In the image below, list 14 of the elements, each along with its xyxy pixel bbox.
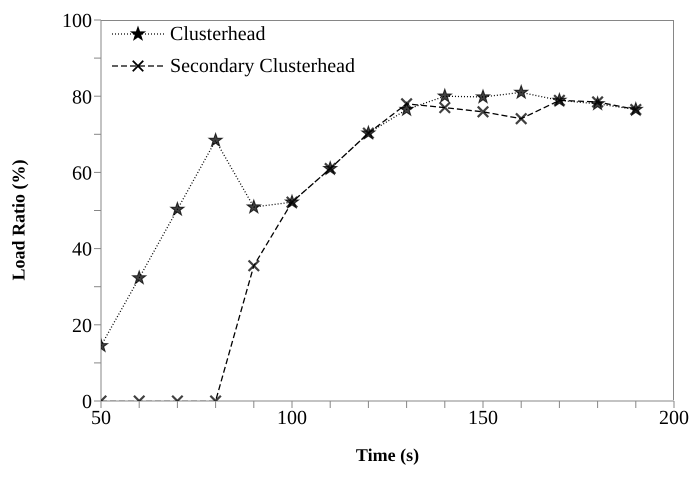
y-tick-label: 20 [72, 314, 92, 337]
y-tick-label: 80 [72, 86, 92, 108]
y-tick-label: 0 [82, 391, 92, 414]
y-tick-label: 60 [72, 162, 92, 184]
y-tick-label: 40 [72, 238, 92, 261]
x-tick-label: 100 [277, 407, 307, 430]
x-tick-label: 150 [468, 407, 498, 430]
legend-label: Secondary Clusterhead [170, 54, 355, 79]
x-tick-label: 50 [91, 407, 111, 430]
y-tick-label: 100 [62, 10, 92, 32]
x-axis-title: Time (s) [356, 445, 420, 465]
x-tick-label: 200 [659, 407, 689, 430]
legend-label: Clusterhead [170, 22, 266, 47]
y-axis-title: Load Ratio (%) [8, 159, 28, 280]
